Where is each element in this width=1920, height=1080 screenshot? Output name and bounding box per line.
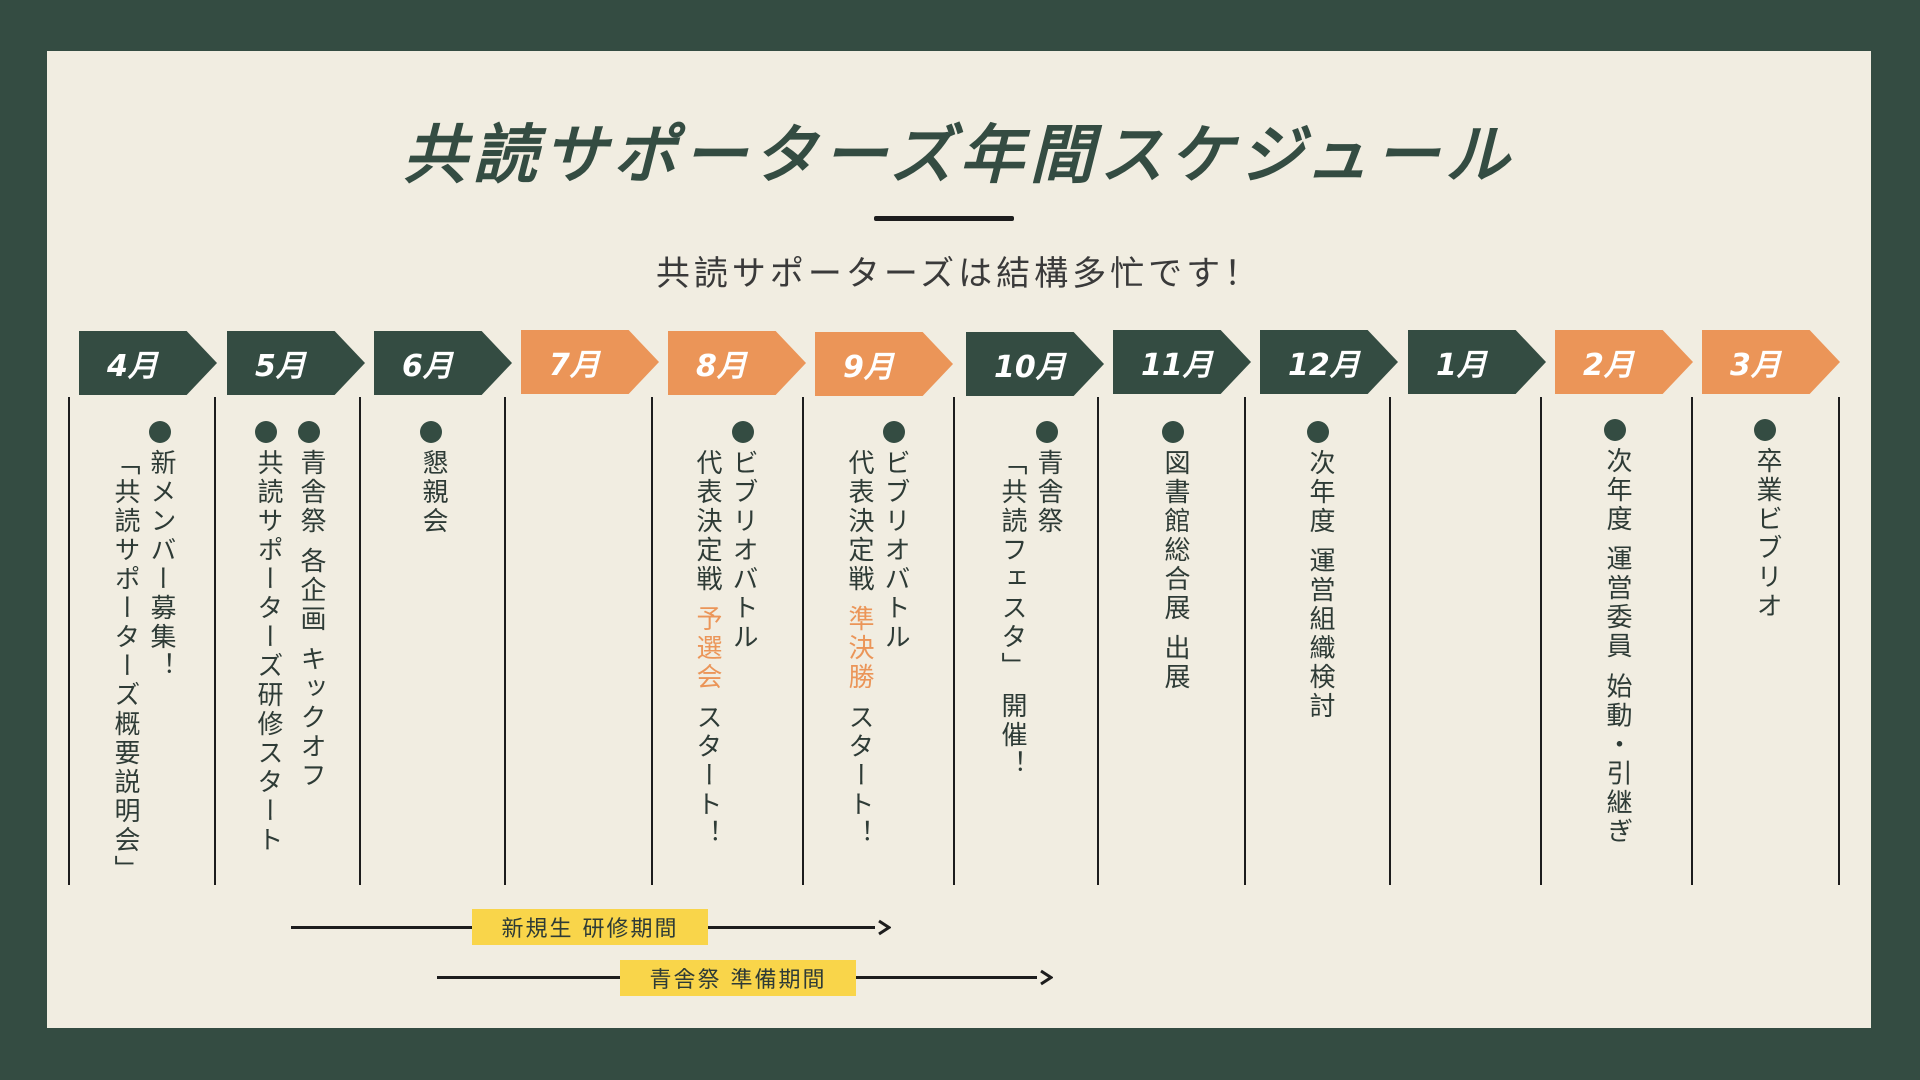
- separator-line: [214, 397, 216, 885]
- month-apr: 4月: [79, 331, 217, 395]
- event-may-training: 共読サポーターズ研修スタート: [253, 449, 283, 855]
- bullet-dot: [420, 421, 442, 443]
- month-aug: 8月: [668, 331, 806, 395]
- separator-line: [359, 397, 361, 885]
- separator-line: [68, 397, 70, 885]
- bullet-dot: [883, 421, 905, 443]
- event-sep-line2a: 代表決定戦: [844, 449, 874, 606]
- event-aug-line2c: スタート！: [692, 692, 722, 849]
- separator-line: [1244, 397, 1246, 885]
- separator-line: [1389, 397, 1391, 885]
- separator-line: [953, 397, 955, 885]
- bullet-dot: [1036, 421, 1058, 443]
- separator-line: [504, 397, 506, 885]
- event-oct-line1: 青舎祭: [1033, 449, 1063, 536]
- event-aug-line1: ビブリオバトル: [728, 449, 758, 652]
- event-sep-highlight: 準決勝: [844, 605, 874, 693]
- event-mar: 卒業ビブリオ: [1752, 447, 1782, 621]
- month-may: 5月: [227, 331, 365, 395]
- event-aug-line2a: 代表決定戦: [692, 449, 722, 606]
- training-period-label: 新規生 研修期間: [472, 909, 708, 945]
- bullet-dot: [1307, 421, 1329, 443]
- event-aug: ビブリオバトル 代表決定戦 予選会 スタート！: [689, 449, 761, 849]
- page-title: 共読サポーターズ年間スケジュール: [402, 119, 1516, 193]
- event-dec: 次年度 運営組織検討: [1305, 449, 1335, 722]
- event-may-kickoff: 青舎祭 各企画 キックオフ: [296, 449, 326, 791]
- month-oct: 10月: [966, 332, 1104, 396]
- event-feb: 次年度 運営委員 始動・引継ぎ: [1602, 447, 1632, 847]
- separator-line: [1540, 397, 1542, 885]
- event-apr-line1: 新メンバー募集！: [146, 449, 176, 681]
- event-apr: 新メンバー募集！ 「共読サポーターズ概要説明会」: [107, 449, 179, 884]
- event-aug-highlight: 予選会: [692, 605, 722, 693]
- bullet-dot: [732, 421, 754, 443]
- bullet-dot: [255, 421, 277, 443]
- event-sep-line1: ビブリオバトル: [880, 449, 910, 652]
- event-nov: 図書館総合展 出展: [1160, 449, 1190, 693]
- event-apr-line2: 「共読サポーターズ概要説明会」: [110, 449, 140, 884]
- month-nov: 11月: [1113, 330, 1251, 394]
- title-divider: [874, 216, 1014, 221]
- bullet-dot: [1754, 419, 1776, 441]
- month-jul: 7月: [521, 330, 659, 394]
- bullet-dot: [1162, 421, 1184, 443]
- month-feb: 2月: [1555, 330, 1693, 394]
- separator-line: [651, 397, 653, 885]
- separator-line: [1691, 397, 1693, 885]
- schedule-canvas: 共読サポーターズ年間スケジュール 共読サポーターズは結構多忙です！ 4月 5月 …: [47, 51, 1871, 1028]
- bullet-dot: [1604, 419, 1626, 441]
- festival-period-label: 青舎祭 準備期間: [620, 960, 856, 996]
- event-oct: 青舎祭 「共読フェスタ」 開催！: [994, 449, 1066, 779]
- event-sep-line2c: スタート！: [844, 692, 874, 849]
- separator-line: [1838, 397, 1840, 885]
- month-dec: 12月: [1260, 330, 1398, 394]
- page-subtitle: 共読サポーターズは結構多忙です！: [655, 254, 1263, 294]
- month-jan: 1月: [1408, 330, 1546, 394]
- event-jun: 懇親会: [418, 449, 448, 536]
- separator-line: [802, 397, 804, 885]
- month-sep: 9月: [815, 332, 953, 396]
- month-jun: 6月: [374, 331, 512, 395]
- separator-line: [1097, 397, 1099, 885]
- event-oct-line2: 「共読フェスタ」 開催！: [997, 449, 1027, 780]
- bullet-dot: [298, 421, 320, 443]
- bullet-dot: [149, 421, 171, 443]
- month-mar: 3月: [1702, 330, 1840, 394]
- event-sep: ビブリオバトル 代表決定戦 準決勝 スタート！: [841, 449, 913, 849]
